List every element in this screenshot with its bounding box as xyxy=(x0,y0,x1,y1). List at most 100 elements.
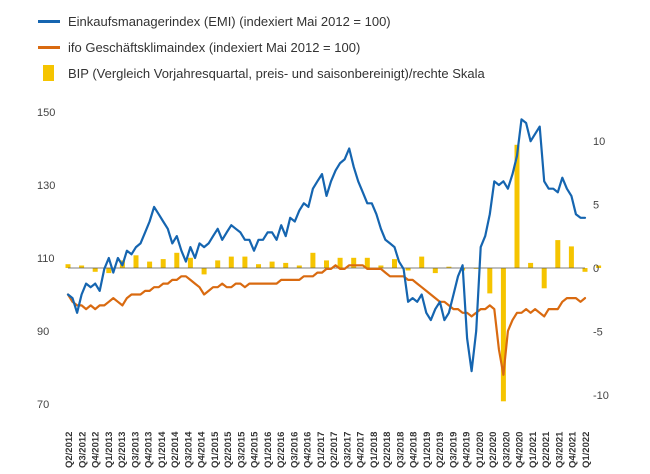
x-tick-label: Q2/2014 xyxy=(170,431,181,468)
bip-bar xyxy=(269,261,275,268)
bip-bar xyxy=(324,260,329,268)
x-tick-label: Q3/2016 xyxy=(289,432,300,468)
legend-label-bip: BIP (Vergleich Vorjahresquartal, preis- … xyxy=(68,65,485,81)
x-tick-label: Q4/2015 xyxy=(250,431,261,468)
series-lines xyxy=(66,118,587,376)
y-right-tick-label: 0 xyxy=(593,263,599,275)
bip-bar xyxy=(65,264,71,268)
legend-swatch-emi xyxy=(38,19,60,23)
y-axis-right: 10 5 0 -5 -10 xyxy=(593,136,609,402)
legend-item-ifo: ifo Geschäftsklimaindex (indexiert Mai 2… xyxy=(38,34,485,60)
x-axis: Q2/2012 Q3/2012 Q4/2012 Q1/2013 Q2/2013 Q3/20… xyxy=(64,431,592,468)
x-tick-label: Q3/2014 xyxy=(183,431,194,468)
bip-bar xyxy=(351,257,357,268)
x-tick-label: Q1/2015 xyxy=(210,431,221,468)
bip-bar xyxy=(228,256,234,268)
bip-bar xyxy=(364,257,370,268)
y-right-tick-label: 5 xyxy=(593,200,599,212)
x-tick-label: Q1/2019 xyxy=(422,432,433,468)
legend-item-emi: Einkaufsmanagerindex (EMI) (indexiert Ma… xyxy=(38,8,485,34)
x-tick-label: Q4/2016 xyxy=(303,432,314,468)
x-tick-label: Q1/2016 xyxy=(263,432,274,468)
bip-bar xyxy=(500,268,506,402)
bip-bar xyxy=(446,266,452,268)
bip-bar xyxy=(147,261,153,268)
bip-bar xyxy=(133,255,139,268)
y-left-tick-label: 150 xyxy=(37,107,55,119)
x-tick-label: Q1/2020 xyxy=(475,432,486,468)
x-tick-label: Q2/2019 xyxy=(435,432,446,468)
bip-bar xyxy=(337,257,343,268)
x-tick-label: Q2/2017 xyxy=(329,432,340,468)
legend-label-emi: Einkaufsmanagerindex (EMI) (indexiert Ma… xyxy=(68,13,391,29)
bip-bar xyxy=(582,268,588,272)
x-tick-label: Q2/2016 xyxy=(276,432,287,468)
x-tick-label: Q1/2021 xyxy=(528,431,539,468)
x-tick-label: Q3/2020 xyxy=(502,432,513,468)
x-tick-label: Q4/2020 xyxy=(515,432,526,468)
x-tick-label: Q4/2018 xyxy=(409,432,420,468)
bip-bar xyxy=(160,259,166,268)
legend-swatch-bip xyxy=(43,65,54,81)
x-tick-label: Q4/2017 xyxy=(356,432,367,468)
bip-bar xyxy=(215,260,221,268)
bip-bar xyxy=(242,256,248,268)
y-left-tick-label: 110 xyxy=(37,253,55,265)
bip-bar xyxy=(405,268,411,271)
x-tick-label: Q2/2012 xyxy=(64,432,75,468)
bip-bar xyxy=(555,240,561,268)
x-tick-label: Q3/2019 xyxy=(448,432,459,468)
y-axis-left: 150 130 110 90 70 xyxy=(37,107,55,411)
emi-line xyxy=(66,118,587,373)
x-tick-label: Q1/2022 xyxy=(581,432,592,468)
bip-bar xyxy=(296,265,302,268)
x-tick-label: Q4/2021 xyxy=(568,431,579,468)
bip-bar xyxy=(419,256,425,268)
x-tick-label: Q3/2015 xyxy=(236,431,247,468)
bip-bar xyxy=(568,246,574,268)
x-tick-label: Q4/2012 xyxy=(91,432,102,468)
y-right-tick-label: 10 xyxy=(593,136,605,148)
x-tick-label: Q2/2020 xyxy=(488,432,499,468)
ifo-line xyxy=(66,264,587,376)
x-tick-label: Q1/2017 xyxy=(316,432,327,468)
y-left-tick-label: 70 xyxy=(37,399,49,411)
chart-legend: Einkaufsmanagerindex (EMI) (indexiert Ma… xyxy=(38,8,485,86)
bip-bar xyxy=(174,252,180,268)
bip-bar xyxy=(283,262,289,268)
x-tick-label: Q1/2013 xyxy=(104,432,115,468)
bip-bar xyxy=(187,257,193,268)
x-tick-label: Q4/2014 xyxy=(197,431,208,468)
y-right-tick-label: -10 xyxy=(593,390,609,402)
bip-bar xyxy=(201,268,207,275)
bip-bar xyxy=(106,268,112,274)
bip-bar xyxy=(514,144,520,268)
bip-bar xyxy=(310,252,316,268)
y-right-tick-label: -5 xyxy=(593,327,603,339)
x-tick-label: Q3/2012 xyxy=(77,432,88,468)
x-tick-label: Q1/2018 xyxy=(369,432,380,468)
bip-bar xyxy=(92,268,98,272)
bip-bar xyxy=(378,265,384,268)
x-tick-label: Q4/2019 xyxy=(462,432,473,468)
y-left-tick-label: 130 xyxy=(37,180,55,192)
bip-bar xyxy=(432,268,438,274)
legend-swatch-ifo xyxy=(38,45,60,49)
legend-item-bip: BIP (Vergleich Vorjahresquartal, preis- … xyxy=(38,60,485,86)
bip-bar xyxy=(541,268,547,289)
bip-bar xyxy=(392,259,397,268)
x-tick-label: Q2/2018 xyxy=(382,432,393,468)
x-tick-label: Q2/2021 xyxy=(541,431,552,468)
legend-label-ifo: ifo Geschäftsklimaindex (indexiert Mai 2… xyxy=(68,39,361,55)
bip-bar xyxy=(256,264,261,268)
y-left-tick-label: 90 xyxy=(37,326,49,338)
x-tick-label: Q1/2014 xyxy=(157,431,168,468)
bip-bar xyxy=(528,262,534,268)
x-tick-label: Q2/2015 xyxy=(223,431,234,468)
x-tick-label: Q3/2013 xyxy=(130,432,141,468)
x-tick-label: Q3/2018 xyxy=(395,432,406,468)
x-tick-label: Q2/2013 xyxy=(117,432,128,468)
bip-bar xyxy=(79,265,85,268)
x-tick-label: Q4/2013 xyxy=(144,432,155,468)
